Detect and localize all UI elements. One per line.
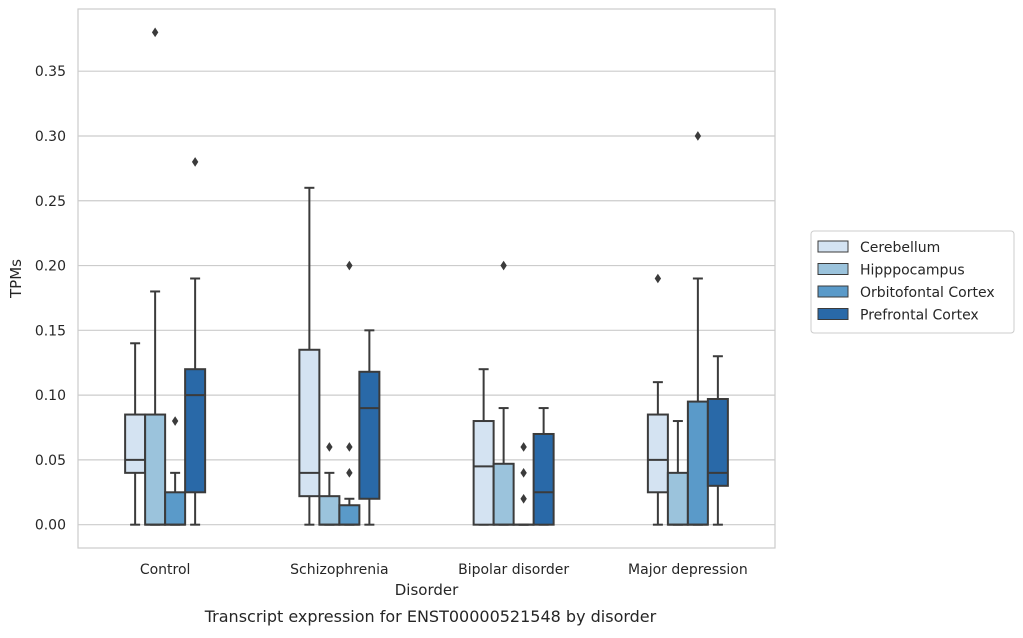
legend-swatch: [818, 264, 848, 275]
plot-frame: [78, 9, 775, 548]
y-tick-label: 0.00: [35, 518, 66, 534]
box-body: [688, 402, 708, 525]
outlier-point: [346, 442, 352, 452]
y-axis-ticks: 0.00 0.05 0.10 0.15 0.20 0.25 0.30 0.35: [35, 64, 66, 533]
box-group: [708, 356, 728, 524]
box-body: [494, 464, 514, 525]
box-group: [165, 416, 185, 524]
legend-swatch: [818, 286, 848, 297]
box-group: [494, 261, 514, 525]
legend-label: Orbitofontal Cortex: [860, 285, 995, 301]
y-tick-label: 0.05: [35, 453, 66, 469]
box-body: [648, 415, 668, 493]
box-group: [339, 261, 359, 525]
box-group: [359, 330, 379, 524]
box-group: [534, 408, 554, 525]
box-body: [668, 473, 688, 525]
y-tick-label: 0.20: [35, 259, 66, 275]
box-body: [165, 492, 185, 524]
outlier-point: [655, 274, 661, 284]
legend-label: Hipppocampus: [860, 263, 965, 279]
grid-layer: [78, 71, 775, 524]
y-axis-label: TPMs: [7, 259, 25, 299]
box-group: [474, 369, 494, 524]
outlier-point: [520, 494, 526, 504]
box-group: [125, 343, 145, 524]
x-tick-label: Bipolar disorder: [458, 562, 569, 578]
y-tick-label: 0.10: [35, 388, 66, 404]
box-group: [668, 421, 688, 525]
box-group: [648, 274, 668, 525]
box-body: [339, 505, 359, 524]
outlier-point: [695, 131, 701, 141]
box-group: [185, 157, 205, 525]
outlier-point: [346, 261, 352, 271]
box-body: [534, 434, 554, 525]
legend-label: Cerebellum: [860, 240, 940, 256]
x-axis-ticks: Control Schizophrenia Bipolar disorder Majo…: [140, 562, 748, 578]
y-tick-label: 0.35: [35, 64, 66, 80]
legend-label: Prefrontal Cortex: [860, 308, 979, 324]
outlier-point: [520, 468, 526, 478]
x-tick-label: Major depression: [628, 562, 748, 578]
box-group: [514, 442, 534, 525]
box-body: [359, 372, 379, 499]
outlier-point: [192, 157, 198, 167]
box-body: [319, 496, 339, 525]
box-group: [145, 28, 165, 525]
outlier-point: [346, 468, 352, 478]
x-tick-label: Control: [140, 562, 191, 578]
y-tick-label: 0.30: [35, 129, 66, 145]
box-group: [299, 188, 319, 525]
outlier-point: [172, 416, 178, 426]
legend-swatch: [818, 241, 848, 252]
y-tick-label: 0.15: [35, 323, 66, 339]
legend-swatch: [818, 309, 848, 320]
legend: Cerebellum Hipppocampus Orbitofontal Corte…: [811, 231, 1014, 333]
y-tick-label: 0.25: [35, 194, 66, 210]
outlier-point: [500, 261, 506, 271]
box-body: [125, 415, 145, 473]
chart-title: Transcript expression for ENST0000052154…: [204, 607, 657, 626]
outlier-point: [152, 28, 158, 38]
outlier-point: [326, 442, 332, 452]
outlier-point: [520, 442, 526, 452]
x-tick-label: Schizophrenia: [290, 562, 388, 578]
box-body: [185, 369, 205, 492]
box-group: [688, 131, 708, 525]
box-body: [299, 350, 319, 496]
box-group: [319, 442, 339, 525]
box-layer: [125, 28, 728, 525]
box-body: [145, 415, 165, 525]
box-body: [474, 421, 494, 525]
x-axis-label: Disorder: [395, 581, 459, 599]
